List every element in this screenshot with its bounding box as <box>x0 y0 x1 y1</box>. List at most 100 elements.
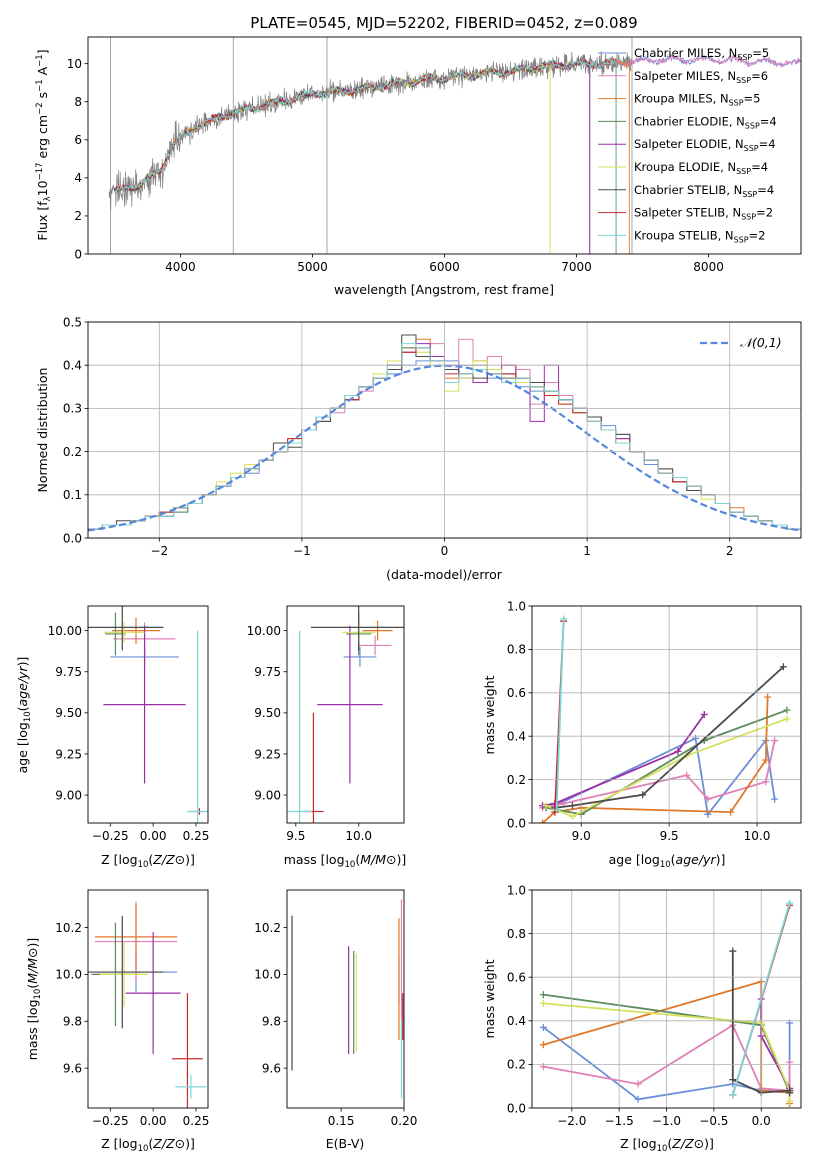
mass-vs-ebv-plot-area <box>291 899 404 1099</box>
x-tick-label: 0.25 <box>183 1114 210 1128</box>
x-tick-label: 0.15 <box>328 1114 355 1128</box>
x-tick-label: 9.0 <box>572 829 591 843</box>
y-tick-label: 0.4 <box>507 730 526 744</box>
legend-label-kroupa-elodie: Kroupa ELODIE, NSSP=4 <box>634 160 768 176</box>
y-tick-label: 0.0 <box>507 816 526 830</box>
marker-kroupa-miles <box>727 808 735 816</box>
x-tick-label: 6000 <box>429 260 460 274</box>
mass-vs-ebv-xlabel: E(B-V) <box>326 1136 365 1151</box>
y-tick-label: 0.2 <box>507 773 526 787</box>
y-tick-label: 9.6 <box>63 1061 82 1075</box>
line-chabrier-stelib <box>554 666 785 809</box>
axes-frame <box>531 605 802 824</box>
legend-label-salpeter-elodie: Salpeter ELODIE, NSSP=4 <box>634 137 776 153</box>
x-tick-label: −0.25 <box>92 1114 129 1128</box>
legend-label-chabrier-stelib: Chabrier STELIB, NSSP=4 <box>634 183 774 199</box>
model-chabrier-stelib <box>113 58 617 194</box>
axes-frame <box>87 321 802 539</box>
marker-chabrier-stelib <box>729 947 737 955</box>
errorbar-kroupa-stelib <box>287 630 313 823</box>
observed-spectrum <box>108 51 633 211</box>
y-tick-label: 10.0 <box>254 968 281 982</box>
hist-kroupa-stelib <box>88 343 801 530</box>
marker-kroupa-stelib <box>786 899 794 907</box>
marker-kroupa-miles <box>764 693 772 701</box>
y-tick-label: 10.00 <box>247 624 281 638</box>
y-tick-label: 1.0 <box>507 883 526 897</box>
model-kroupa-elodie <box>114 59 551 194</box>
x-tick-label: 0.0 <box>752 1114 771 1128</box>
x-tick-label: −0.5 <box>699 1114 728 1128</box>
errorbar-chabrier-miles <box>343 647 377 667</box>
mass-vs-metallicity-plot-area <box>88 901 207 1108</box>
spectrum-legend: Chabrier MILES, NSSP=5 Salpeter MILES, NS… <box>598 46 777 244</box>
errorbar-kroupa-elodie <box>100 941 148 1008</box>
x-tick-label: −1.5 <box>605 1114 634 1128</box>
legend-label-chabrier-elodie: Chabrier ELODIE, NSSP=4 <box>634 114 777 130</box>
spectrum-xlabel: wavelength [Angstrom, rest frame] <box>334 282 554 297</box>
legend-label-kroupa-stelib: Kroupa STELIB, NSSP=2 <box>634 228 765 244</box>
y-tick-label: 9.00 <box>254 788 281 802</box>
spectrum-ylabel: Flux [fλ10−17 erg cm−2 s−1 A−1] <box>35 49 53 240</box>
errorbar-chabrier-stelib <box>310 606 404 651</box>
x-tick-label: 0.00 <box>140 829 167 843</box>
marker-salpeter-miles <box>634 1080 642 1088</box>
age-vs-metallicity: −0.25 0.00 0.25 9.00 9.25 9.50 9.75 10.00 Z [log… <box>15 605 210 870</box>
x-tick-label: 0.20 <box>391 1114 418 1128</box>
marker-chabrier-stelib <box>639 791 647 799</box>
y-tick-label: 0.2 <box>63 445 82 459</box>
marker-salpeter-elodie <box>674 747 682 755</box>
age-vs-metallicity-plot-area <box>88 606 208 823</box>
x-tick-label: 10.0 <box>744 829 771 843</box>
x-tick-label: 0.25 <box>183 829 210 843</box>
model-salpeter-stelib <box>114 56 617 192</box>
y-tick-label: 0.1 <box>63 488 82 502</box>
y-tick-label: 10.0 <box>55 968 82 982</box>
mass-weight-vs-metallicity-ylabel: mass weight <box>482 959 497 1038</box>
marker-chabrier-stelib <box>568 802 576 810</box>
marker-salpeter-elodie <box>700 711 708 718</box>
spectrum-chart: 4000 5000 6000 7000 8000 0 2 4 6 8 10 Chabrier MILE… <box>35 14 802 297</box>
histogram-legend: 𝒩(0,1) <box>700 335 782 350</box>
marker-kroupa-miles <box>539 819 547 823</box>
mass-weight-vs-age-plot-area <box>539 615 791 823</box>
x-tick-label: 7000 <box>561 260 592 274</box>
x-tick-label: 4000 <box>165 260 196 274</box>
x-tick-label: 2 <box>726 544 734 558</box>
mass-weight-vs-metallicity-xlabel: Z [log10(Z/Z⊙)] <box>620 1136 714 1154</box>
y-tick-label: 10.2 <box>254 921 281 935</box>
errorbar-salpeter-elodie <box>317 625 383 784</box>
legend-label-salpeter-miles: Salpeter MILES, NSSP=6 <box>634 69 768 85</box>
y-tick-label: 8 <box>74 95 82 109</box>
errorbar-salpeter-miles <box>358 635 392 656</box>
marker-kroupa-stelib <box>553 806 561 814</box>
age-vs-mass-plot-area <box>287 606 404 823</box>
y-tick-label: 9.6 <box>262 1061 281 1075</box>
histogram-ylabel: Normed distribution <box>35 368 50 493</box>
mass-weight-vs-metallicity: −2.0 −1.5 −1.0 −0.5 0.0 0.0 0.2 0.4 0.6 0.8 1.0 Z [… <box>482 883 802 1154</box>
mass-weight-vs-age-xlabel: age [log10(age/yr)] <box>609 852 726 870</box>
errorbar-kroupa-stelib <box>175 1075 207 1099</box>
y-tick-label: 0.6 <box>507 971 526 985</box>
y-tick-label: 0.8 <box>507 643 526 657</box>
line-chabrier-elodie <box>545 709 788 816</box>
y-tick-label: 4 <box>74 171 82 185</box>
model-salpeter-elodie <box>114 59 591 192</box>
histogram-xlabel: (data-model)/error <box>386 567 503 582</box>
marker-salpeter-miles <box>683 771 691 779</box>
line-salpeter-elodie <box>542 713 706 807</box>
marker-chabrier-miles <box>539 1023 547 1031</box>
line-salpeter-elodie <box>760 999 791 1091</box>
marker-salpeter-miles <box>771 737 779 745</box>
axes-frame <box>87 605 209 824</box>
y-tick-label: 0.4 <box>507 1014 526 1028</box>
axes-frame <box>87 36 802 255</box>
model-kroupa-stelib <box>113 56 617 194</box>
mass-weight-vs-age-ylabel: mass weight <box>482 675 497 754</box>
y-tick-label: 9.75 <box>254 665 281 679</box>
y-tick-label: 9.75 <box>55 665 82 679</box>
spectrum-chart-plot-area <box>108 37 801 254</box>
age-vs-metallicity-xlabel: Z [log10(Z/Z⊙)] <box>101 852 195 870</box>
marker-kroupa-elodie <box>568 812 576 820</box>
